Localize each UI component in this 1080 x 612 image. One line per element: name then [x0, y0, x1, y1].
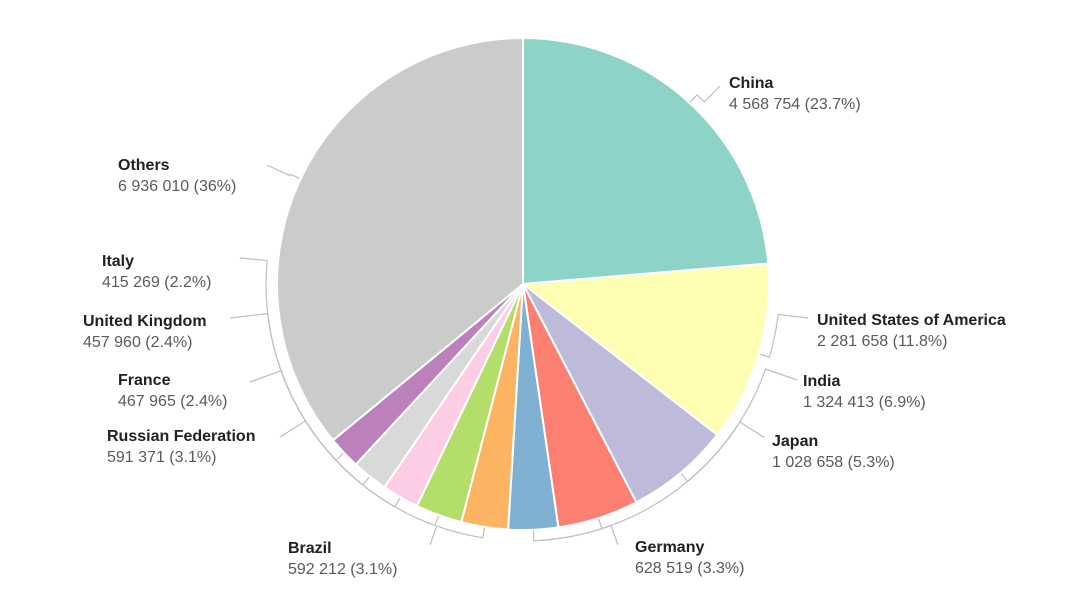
slice-label-value: 592 212 (3.1%)	[288, 561, 398, 578]
slice-label-value: 4 568 754 (23.7%)	[729, 96, 861, 113]
slice-label-italy: Italy 415 269 (2.2%)	[102, 251, 211, 293]
slice-label-title: India	[803, 373, 841, 390]
slice-label-title: Germany	[635, 539, 705, 556]
slice-label-value: 1 324 413 (6.9%)	[803, 394, 926, 411]
slice-label-russian-federation: Russian Federation 591 371 (3.1%)	[107, 426, 255, 468]
slice-label-value: 2 281 658 (11.8%)	[817, 333, 948, 350]
slice-label-china: China 4 568 754 (23.7%)	[729, 73, 861, 115]
slice-label-title: Japan	[772, 433, 819, 450]
slice-label-title: Brazil	[288, 540, 332, 557]
slice-label-title: Others	[118, 157, 170, 174]
slice-label-india: India 1 324 413 (6.9%)	[803, 371, 926, 413]
slice-label-title: United States of America	[817, 312, 1006, 329]
pie-slice-united-states-of-america[interactable]	[522, 262, 770, 436]
slice-label-value: 6 936 010 (36%)	[118, 178, 237, 195]
slice-label-value: 591 371 (3.1%)	[107, 449, 217, 466]
slice-label-title: United Kingdom	[83, 313, 207, 330]
leader-line-italy	[239, 257, 349, 462]
pie-slice-china[interactable]	[522, 37, 770, 285]
slice-label-value: 467 965 (2.4%)	[118, 393, 228, 410]
slice-label-title: China	[729, 75, 774, 92]
leader-line-brazil	[429, 521, 486, 546]
slice-label-united-kingdom: United Kingdom 457 960 (2.4%)	[83, 311, 207, 353]
slice-label-france: France 467 965 (2.4%)	[118, 370, 227, 412]
slice-label-title: France	[118, 372, 171, 389]
slice-label-value: 1 028 658 (5.3%)	[772, 454, 895, 471]
pie-slice-india[interactable]	[522, 283, 719, 504]
pie-slice-others[interactable]	[276, 37, 524, 442]
slice-label-title: Italy	[102, 253, 135, 270]
slice-label-brazil: Brazil 592 212 (3.1%)	[288, 538, 397, 580]
leader-line-japan	[596, 421, 766, 530]
leader-line-united-states-of-america	[753, 313, 809, 358]
leader-line-china	[685, 85, 721, 108]
slice-label-united-states-of-america: United States of America 2 281 658 (11.8…	[817, 310, 1006, 352]
slice-label-japan: Japan 1 028 658 (5.3%)	[772, 431, 895, 473]
slice-label-title: Russian Federation	[107, 428, 256, 445]
slice-label-germany: Germany 628 519 (3.3%)	[635, 537, 744, 579]
slice-label-others: Others 6 936 010 (36%)	[118, 155, 236, 197]
pie-slices-group	[276, 37, 770, 532]
slice-label-value: 457 960 (2.4%)	[83, 334, 193, 351]
leader-line-germany	[532, 524, 619, 546]
leader-line-others	[266, 164, 306, 182]
slice-label-value: 415 269 (2.2%)	[102, 274, 212, 291]
leader-lines-group	[229, 85, 809, 546]
slice-label-value: 628 519 (3.3%)	[635, 560, 745, 577]
